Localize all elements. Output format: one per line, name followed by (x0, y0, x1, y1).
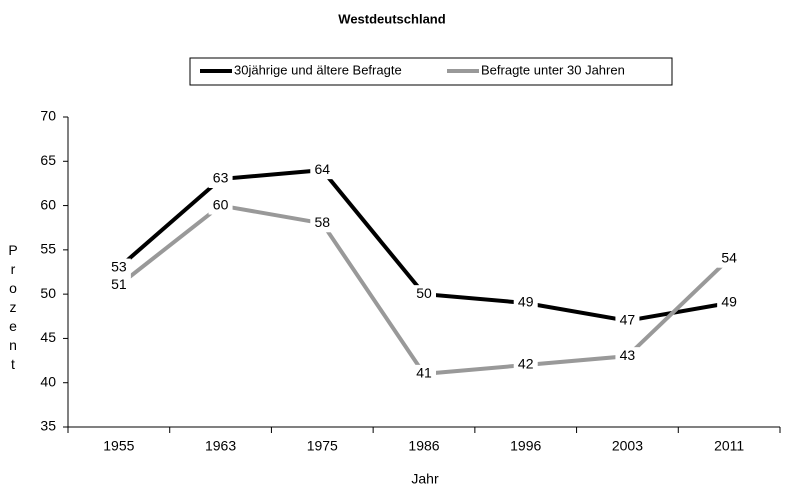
data-label-bg (208, 170, 233, 188)
data-label-bg (412, 364, 436, 383)
x-tick-label: 2003 (612, 438, 643, 454)
data-label: 49 (721, 294, 737, 310)
data-label: 51 (111, 276, 127, 292)
y-tick-label: 60 (40, 196, 56, 212)
data-label-bg (106, 276, 131, 295)
y-tick-label: 55 (40, 241, 56, 257)
y-tick-label: 70 (40, 108, 56, 124)
y-tick-label: 45 (40, 329, 56, 345)
data-label-bg (717, 294, 742, 312)
legend-label: Befragte unter 30 Jahren (481, 62, 625, 77)
y-axis-label: Prozent (5, 242, 21, 375)
data-label-bg (106, 258, 131, 277)
data-label: 50 (416, 285, 432, 301)
x-tick-label: 1996 (510, 438, 541, 454)
data-label: 53 (111, 258, 127, 274)
data-label-bg (310, 214, 335, 233)
data-label-bg (615, 347, 640, 366)
data-label: 42 (518, 356, 534, 372)
data-label-bg (412, 285, 436, 304)
legend-label: 30jährige und ältere Befragte (234, 62, 402, 77)
data-label: 43 (620, 347, 636, 363)
x-tick-label: 2011 (714, 438, 744, 454)
y-tick-label: 35 (40, 418, 56, 434)
x-tick-label: 1986 (408, 438, 439, 454)
y-tick-label: 40 (40, 373, 56, 389)
data-label: 58 (314, 214, 330, 230)
data-label-bg (513, 294, 538, 312)
x-tick-label: 1975 (307, 438, 338, 454)
data-label: 47 (620, 311, 636, 327)
y-tick-label: 50 (40, 285, 56, 301)
x-axis-label: Jahr (411, 471, 439, 487)
data-label: 54 (721, 249, 737, 265)
data-label: 63 (213, 170, 229, 186)
data-label-bg (513, 356, 538, 374)
data-label: 49 (518, 294, 534, 310)
y-tick-label: 65 (40, 152, 56, 168)
x-tick-label: 1955 (103, 438, 134, 454)
data-label: 60 (213, 196, 229, 212)
data-label: 41 (416, 365, 432, 381)
x-tick-label: 1963 (205, 438, 236, 454)
data-label-bg (717, 249, 742, 268)
chart-title: Westdeutschland (338, 11, 445, 26)
data-label-bg (208, 196, 233, 215)
data-label-bg (615, 311, 640, 330)
legend-box (189, 57, 673, 86)
data-label-bg (310, 161, 335, 180)
data-label: 64 (314, 161, 330, 177)
